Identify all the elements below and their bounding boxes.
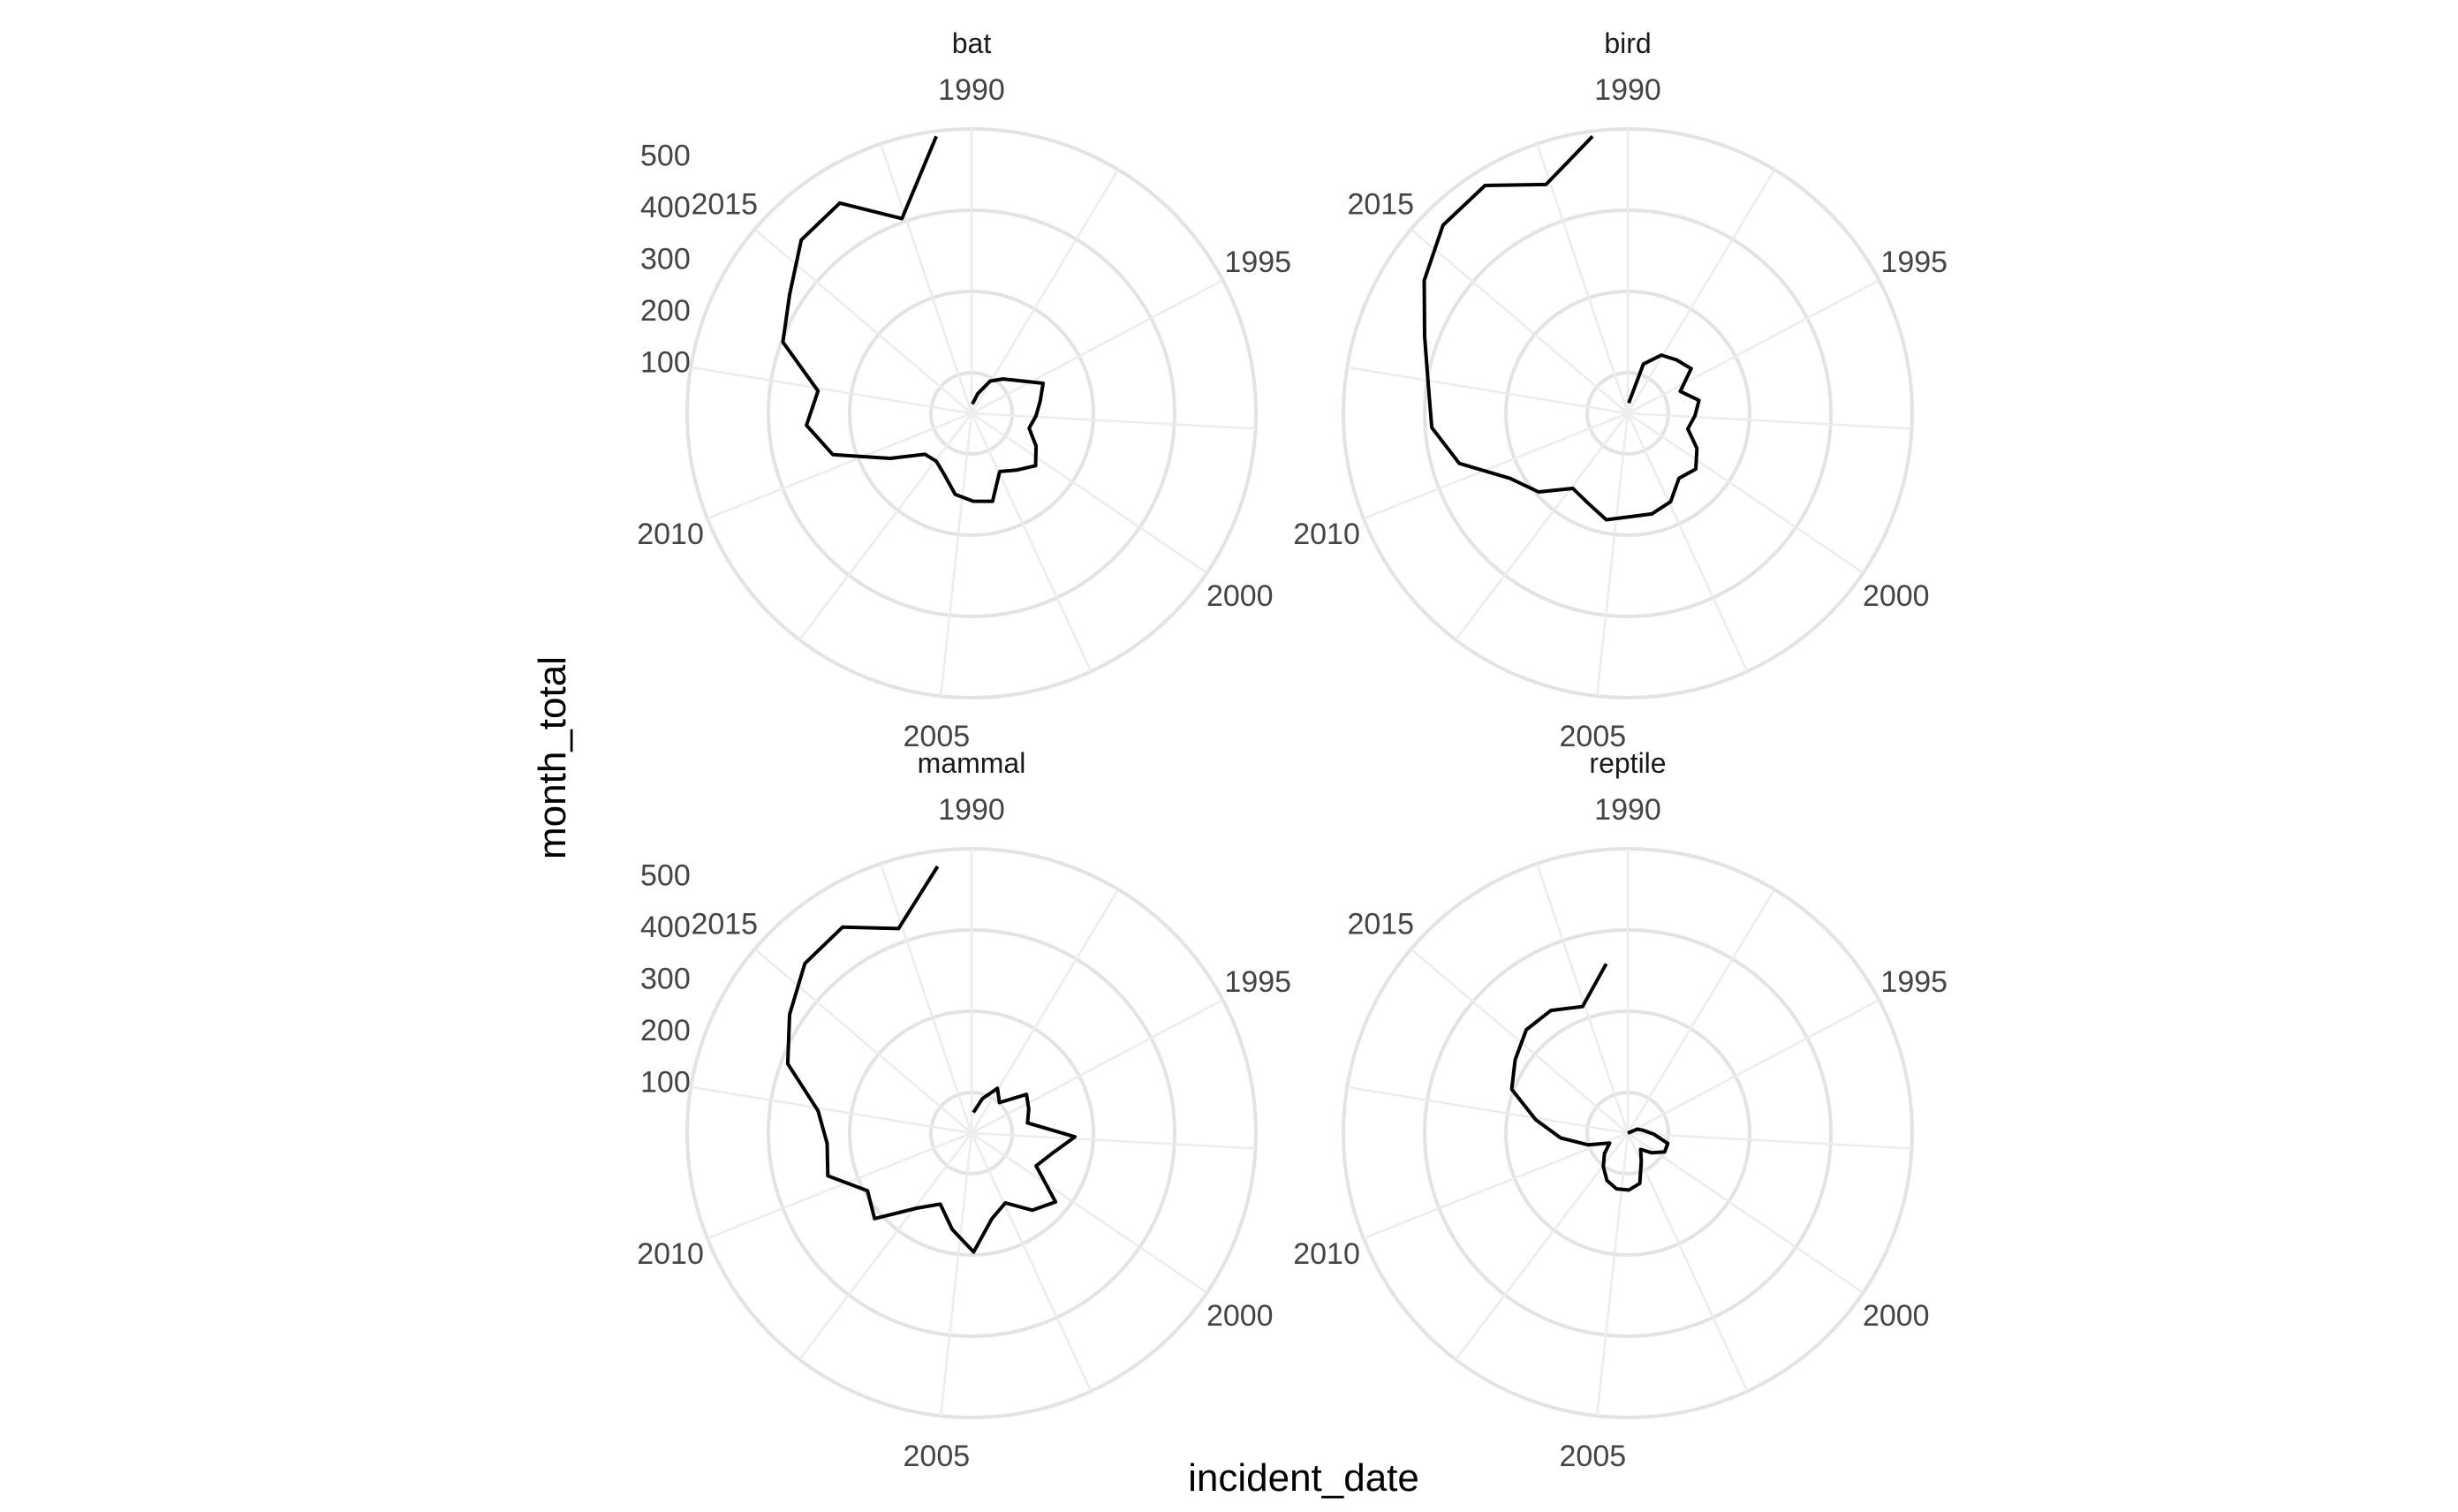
grid-spoke	[971, 412, 1256, 430]
series-line-mammal	[785, 865, 1077, 1254]
y-tick-label: 200	[640, 294, 691, 328]
grid-spoke	[798, 412, 972, 641]
x-tick-label: 2015	[1347, 187, 1414, 221]
x-tick-label: 2010	[637, 1237, 704, 1271]
grid-spoke	[1595, 412, 1630, 697]
x-tick-label: 1995	[1880, 246, 1947, 279]
y-tick-label: 500	[640, 139, 691, 172]
grid-spoke	[1536, 863, 1630, 1134]
x-tick-label: 1995	[1224, 965, 1291, 999]
x-tick-label: 1990	[1594, 73, 1661, 107]
grid-spoke	[1627, 279, 1880, 415]
grid-spoke	[970, 888, 1120, 1134]
x-tick-label: 1995	[1880, 965, 1947, 999]
grid-spoke	[1347, 366, 1629, 415]
facet-label: reptile	[1589, 747, 1666, 779]
x-tick-label: 2010	[1293, 1237, 1360, 1271]
grid-spoke	[971, 412, 1208, 574]
grid-spoke	[1626, 169, 1776, 414]
x-tick-label: 2010	[637, 518, 704, 551]
grid-spoke	[880, 143, 973, 414]
grid-spoke	[707, 1131, 972, 1240]
x-tick-label: 2005	[1560, 720, 1627, 753]
grid-spoke	[1627, 1131, 1912, 1150]
x-tick-label: 2000	[1863, 579, 1930, 613]
y-tick-label: 400	[640, 191, 691, 224]
x-tick-label: 2000	[1206, 579, 1274, 613]
panel-bat: bat 1990 1995 2000 2005 2010 2015 100 200 300 400 5…	[637, 27, 1291, 753]
x-tick-label: 2000	[1206, 1299, 1274, 1333]
y-tick-label: 400	[640, 911, 691, 944]
grid-spoke	[971, 1131, 1208, 1294]
x-tick-label: 2005	[904, 720, 971, 753]
x-tick-label: 2005	[1560, 1440, 1627, 1473]
grid-spoke	[1455, 1132, 1629, 1361]
grid-spoke	[971, 279, 1224, 415]
series-line-reptile	[1509, 963, 1670, 1192]
facet-label: bird	[1604, 27, 1651, 59]
panels: bat 1990 1995 2000 2005 2010 2015 100 200 300 400 5…	[637, 27, 1947, 1473]
grid-spoke	[1627, 412, 1864, 574]
x-tick-label: 2010	[1293, 518, 1360, 551]
grid-spoke	[939, 1132, 973, 1417]
series-line-bird	[1422, 135, 1701, 522]
grid-spoke	[707, 412, 972, 520]
series-line-bat	[781, 135, 1045, 503]
grid-spoke	[970, 169, 1120, 414]
grid-spoke	[970, 1132, 1093, 1392]
panel-mammal: mammal 1990 1995 2000 2005 2010 2015 100 200 300 4…	[637, 747, 1291, 1473]
grid-spoke	[1626, 1132, 1749, 1392]
x-tick-label: 2005	[904, 1440, 971, 1473]
grid-spoke	[1347, 1085, 1629, 1135]
grid-spoke	[1410, 948, 1629, 1134]
grid-spoke	[1595, 1132, 1630, 1417]
y-tick-label: 100	[640, 345, 691, 379]
grid-spoke	[1626, 888, 1776, 1134]
panel-reptile: reptile 1990 1995 2000 2005 2010 2015	[1293, 747, 1947, 1473]
y-tick-label: 100	[640, 1065, 691, 1099]
x-tick-label: 2000	[1863, 1299, 1930, 1333]
grid-spoke	[691, 366, 972, 415]
grid-spoke	[798, 1132, 972, 1361]
grid-spoke	[753, 948, 972, 1134]
grid-spoke	[970, 412, 1093, 672]
x-tick-label: 2015	[691, 187, 758, 221]
grid-spoke	[1410, 228, 1629, 414]
grid-spoke	[1627, 1131, 1864, 1294]
facet-label: mammal	[918, 747, 1026, 779]
x-tick-label: 1990	[1594, 793, 1661, 827]
grid-spoke	[1455, 412, 1629, 641]
y-tick-label: 300	[640, 242, 691, 276]
panel-bird: bird 1990 1995 2000 2005 2010 2015	[1293, 27, 1947, 753]
y-axis-title: month_total	[531, 656, 574, 859]
grid-spoke	[1363, 412, 1629, 520]
x-tick-label: 2015	[691, 907, 758, 941]
x-tick-label: 2015	[1347, 907, 1414, 941]
grid-spoke	[1626, 412, 1749, 672]
y-tick-label: 200	[640, 1014, 691, 1047]
grid-spoke	[1627, 412, 1912, 430]
y-tick-label: 300	[640, 962, 691, 995]
grid-spoke	[939, 412, 973, 697]
grid-spoke	[1536, 143, 1630, 414]
x-tick-label: 1995	[1224, 246, 1291, 279]
grid-spoke	[1363, 1131, 1629, 1240]
grid-spoke	[691, 1085, 972, 1135]
grid-spoke	[1627, 999, 1880, 1135]
grid-spoke	[971, 999, 1224, 1135]
y-tick-label: 500	[640, 858, 691, 892]
facet-label: bat	[952, 27, 992, 59]
x-tick-label: 1990	[938, 73, 1005, 107]
x-axis-title: incident_date	[1188, 1456, 1419, 1500]
grid-spoke	[753, 228, 972, 414]
grid-spoke	[971, 1131, 1256, 1150]
grid-spoke	[880, 863, 973, 1134]
x-tick-label: 1990	[938, 793, 1005, 827]
